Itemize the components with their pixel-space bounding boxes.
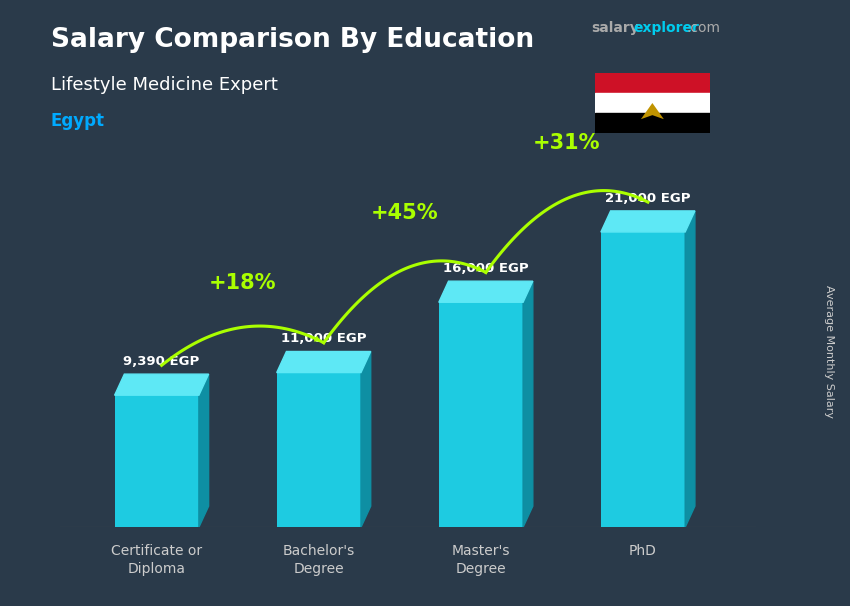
Text: Salary Comparison By Education: Salary Comparison By Education [51,27,534,53]
Text: +18%: +18% [209,273,276,293]
Polygon shape [277,351,371,373]
Text: explorer: explorer [633,21,699,35]
Text: 21,000 EGP: 21,000 EGP [605,191,691,205]
Bar [277,373,361,527]
Polygon shape [199,374,208,527]
Bar [115,395,199,527]
Bar [595,73,710,93]
Polygon shape [361,351,371,527]
Text: Egypt: Egypt [51,112,105,130]
Polygon shape [601,211,695,232]
Bar [439,302,523,527]
Bar [595,113,710,133]
Text: .com: .com [687,21,721,35]
Polygon shape [685,211,695,527]
Text: salary: salary [591,21,638,35]
Text: 9,390 EGP: 9,390 EGP [123,355,200,368]
Text: +45%: +45% [371,203,439,223]
Polygon shape [523,281,533,527]
Text: Lifestyle Medicine Expert: Lifestyle Medicine Expert [51,76,278,94]
Polygon shape [115,374,208,395]
Text: 11,000 EGP: 11,000 EGP [281,332,366,345]
Bar [595,93,710,113]
Bar [601,232,685,527]
Text: Average Monthly Salary: Average Monthly Salary [824,285,834,418]
Text: +31%: +31% [533,133,601,153]
Polygon shape [641,103,664,119]
Polygon shape [439,281,533,302]
Text: 16,000 EGP: 16,000 EGP [443,262,529,275]
